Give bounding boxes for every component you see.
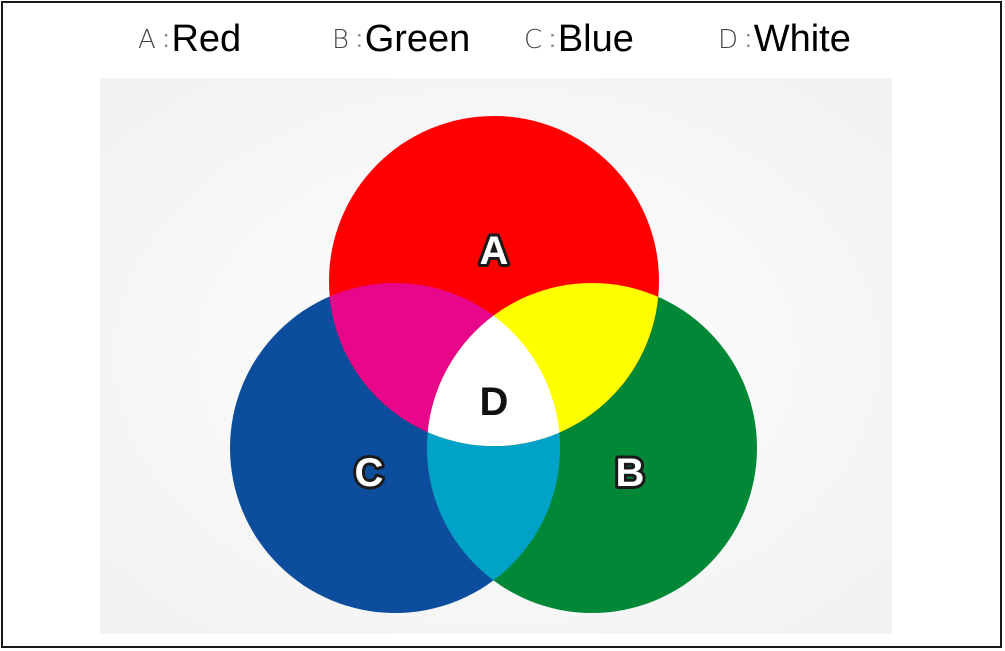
legend-item-a: A:Red	[138, 18, 241, 68]
venn-diagram: A D C B	[100, 78, 892, 634]
legend-name: White	[753, 18, 851, 60]
color-legend: A:Red B:Green C:Blue D:White	[0, 18, 1005, 68]
legend-item-d: D:White	[718, 18, 851, 68]
legend-key: B	[332, 24, 351, 55]
legend-key: C	[524, 24, 544, 55]
legend-item-b: B:Green	[332, 18, 470, 68]
label-d: D	[480, 380, 509, 424]
legend-name: Blue	[557, 18, 634, 60]
legend-separator: :	[549, 25, 556, 53]
legend-separator: :	[162, 25, 170, 53]
legend-name: Red	[171, 18, 242, 60]
label-c: C	[355, 451, 384, 495]
white-center-overlap	[427, 283, 560, 446]
legend-key: A	[138, 24, 157, 55]
legend-key: D	[718, 24, 740, 55]
label-a: A	[480, 229, 509, 273]
legend-name: Green	[364, 18, 471, 60]
legend-separator: :	[745, 25, 752, 53]
legend-item-c: C:Blue	[524, 18, 634, 68]
venn-diagram-panel: A D C B	[100, 78, 892, 634]
label-b: B	[616, 451, 645, 495]
legend-separator: :	[356, 25, 363, 53]
